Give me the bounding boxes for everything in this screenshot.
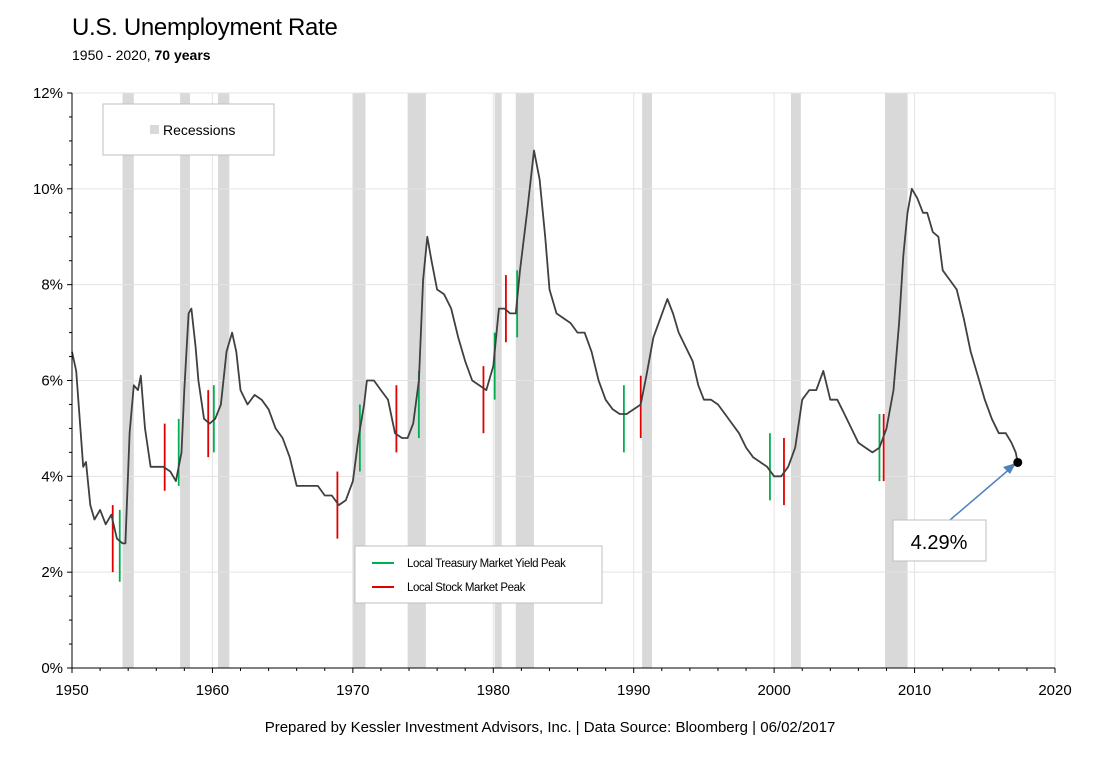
recessions-legend-label: Recessions [163, 122, 235, 138]
stock-legend-label: Local Stock Market Peak [407, 582, 526, 594]
x-tick-label: 1950 [55, 682, 88, 699]
x-tick-label: 2000 [757, 682, 790, 699]
recessions-legend-box [102, 103, 275, 156]
tick-labels: 0% 2% 4% 6% 8% 10% 12% 1950 1960 1970 1980 1990 2000… [33, 85, 1072, 699]
subtitle-duration: 70 years [154, 47, 211, 63]
y-tick-label: 10% [33, 181, 63, 198]
x-tick-label: 1960 [196, 682, 229, 699]
current-value-callout: 4.29% [892, 457, 1023, 562]
treasury-legend-label: Local Treasury Market Yield Peak [407, 558, 566, 570]
y-tick-label: 4% [41, 468, 63, 485]
recessions-legend: Recessions [102, 103, 275, 156]
chart-subtitle: 1950 - 2020, 70 years [72, 47, 211, 63]
chart-footer: Prepared by Kessler Investment Advisors,… [264, 719, 836, 736]
axes [67, 92, 1056, 673]
y-tick-label: 2% [41, 564, 63, 581]
peaks-legend: Local Treasury Market Yield Peak Local S… [354, 545, 603, 604]
subtitle-range: 1950 - 2020, [72, 47, 155, 63]
callout-arrow [949, 466, 1013, 521]
recession-swatch [150, 125, 159, 134]
x-tick-label: 2020 [1038, 682, 1071, 699]
peaks-legend-box [354, 545, 603, 604]
gridlines [72, 92, 1056, 668]
y-tick-label: 6% [41, 373, 63, 390]
x-tick-label: 1970 [336, 682, 369, 699]
latest-value-point [1013, 457, 1023, 467]
y-tick-label: 0% [41, 660, 63, 677]
callout-arrow-head [1003, 463, 1016, 474]
callout-label: 4.29% [911, 532, 968, 554]
x-tick-label: 2010 [898, 682, 931, 699]
y-tick-label: 12% [33, 85, 63, 102]
x-tick-label: 1980 [477, 682, 510, 699]
y-tick-label: 8% [41, 277, 63, 294]
callout-box [892, 519, 987, 562]
unemployment-line [71, 149, 1019, 545]
x-tick-label: 1990 [617, 682, 650, 699]
chart-title: U.S. Unemployment Rate [72, 14, 338, 41]
